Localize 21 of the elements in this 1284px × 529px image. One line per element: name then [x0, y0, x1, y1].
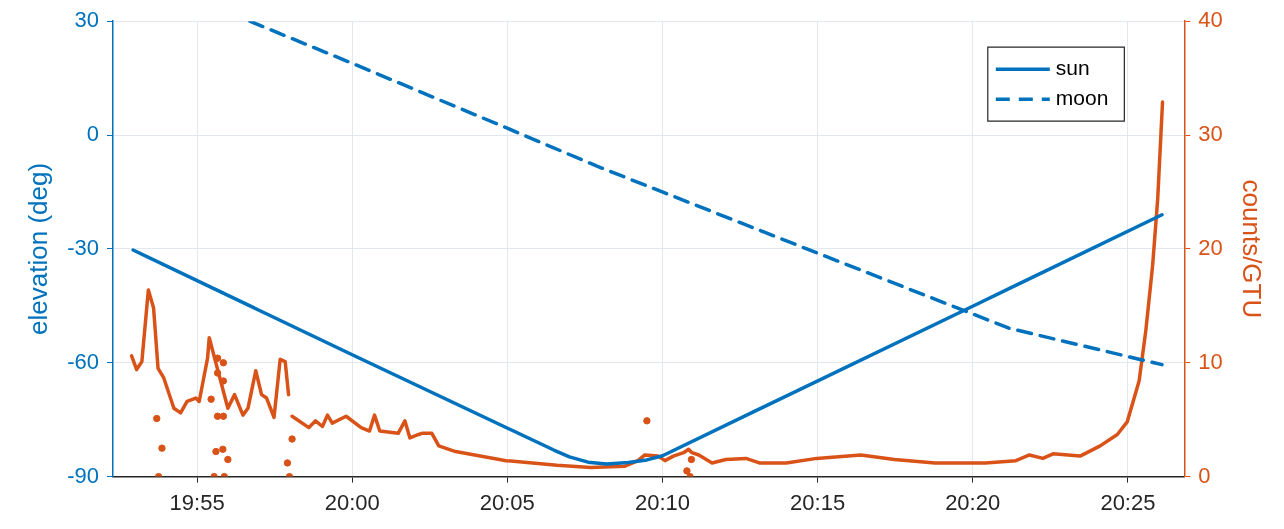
legend-label: moon [1055, 86, 1109, 109]
x-tick-label: 20:25 [1100, 489, 1156, 515]
y2-tick-label: 0 [1198, 462, 1211, 488]
y-tick-label: -30 [67, 234, 99, 260]
x-tick-label: 20:20 [945, 489, 1001, 515]
x-tick-label: 20:10 [635, 489, 691, 515]
legend-label: sun [1055, 56, 1090, 79]
y2-tick-label: 40 [1198, 7, 1223, 33]
y-tick-label: 0 [86, 121, 99, 147]
x-tick-label: 20:00 [324, 489, 380, 515]
y-tick-label: -90 [67, 462, 99, 488]
y-tick-label: -60 [67, 348, 99, 374]
y-axis-title: elevation (deg) [22, 162, 53, 335]
y2-tick-label: 20 [1198, 234, 1223, 260]
y-tick-label: 30 [74, 7, 99, 33]
y2-tick-label: 10 [1198, 348, 1223, 374]
y2-tick-label: 30 [1198, 121, 1223, 147]
x-tick-label: 20:05 [479, 489, 535, 515]
x-tick-label: 19:55 [169, 489, 225, 515]
x-tick-label: 20:15 [790, 489, 846, 515]
y2-axis-title: counts/GTU [1237, 179, 1268, 319]
